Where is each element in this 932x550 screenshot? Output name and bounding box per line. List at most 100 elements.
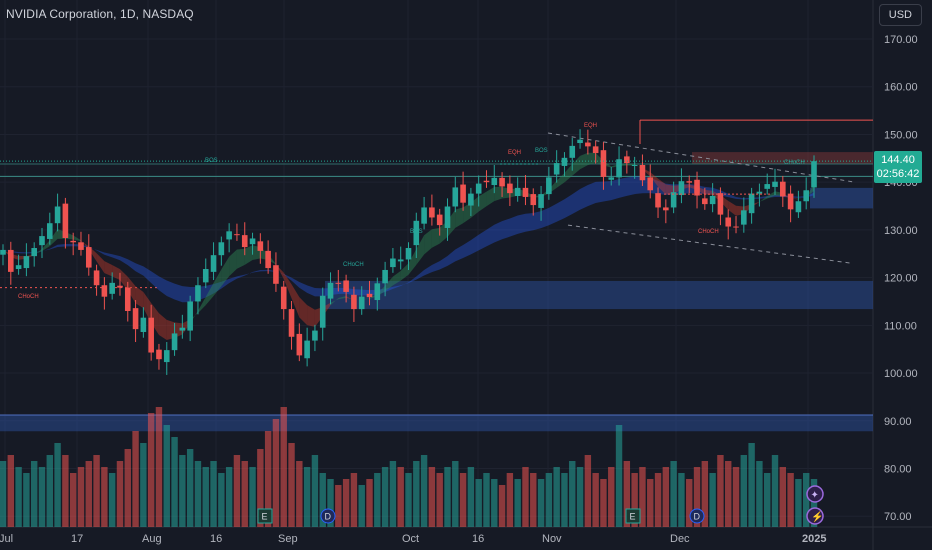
volume-bar [584,455,592,527]
candle-body [803,190,810,202]
volume-bar [272,419,280,527]
candle-body [15,265,22,270]
ema-ribbon-fast [119,269,128,291]
candle-body [413,220,420,246]
ema-ribbon-fast [283,272,292,299]
volume-bar [670,461,677,527]
ema-ribbon-fast [143,291,152,323]
y-tick-label: 110.00 [884,320,917,332]
ema-ribbon-fast [299,297,308,326]
candle-body [717,193,724,215]
structure-label: EQH [584,123,597,129]
candle-body [663,207,669,211]
volume-bar [514,479,521,527]
volume-bar [108,473,116,527]
y-tick-label: 100.00 [884,368,918,380]
volume-bar [803,473,810,527]
candle-body [179,327,186,331]
candle-body [7,249,14,272]
volume-bar [23,473,30,527]
candle-body [748,193,755,214]
volume-bar [686,479,693,527]
volume-bar [155,407,163,527]
ema-ribbon-fast [767,191,776,199]
candle-body [585,142,591,147]
x-tick-label: Oct [402,533,419,545]
volume-bar [436,473,443,527]
candle-body [265,250,271,269]
volume-bar [366,479,373,527]
candle-body [616,159,622,178]
volume-bar [709,473,716,527]
volume-bar [725,461,732,527]
volume-bar [600,479,607,527]
candle-body [756,191,763,194]
candle-body [631,164,638,166]
candle-body [343,280,349,292]
volume-bar [740,455,748,527]
ema-ribbon-fast [34,248,42,256]
volume-bar [615,425,623,527]
candle-body [273,265,279,284]
ema-ribbon-fast [385,276,393,292]
candle-body [639,164,646,181]
ema-ribbon-fast [408,249,417,275]
candle-body [101,285,108,297]
candle-body [23,256,30,269]
ema-ribbon-fast [244,245,253,265]
ema-ribbon-fast [346,295,354,301]
volume-bar [771,455,779,527]
y-tick-label: 120.00 [884,273,918,285]
candle-body [429,207,435,218]
ema-ribbon-fast [229,249,237,277]
volume-bar [787,473,794,527]
y-tick-label: 90.00 [884,416,912,428]
candle-body [421,207,427,224]
y-tick-label: 130.00 [884,225,918,237]
candle-body [670,192,677,208]
volume-bar [0,461,7,527]
earnings-icon [625,508,641,524]
volume-bar [77,467,85,527]
volume-bar [452,461,459,527]
currency-button[interactable]: USD [878,4,922,26]
candle-body [397,259,404,262]
volume-bar [179,455,186,527]
volume-bar [662,467,670,527]
candle-body [163,350,170,363]
structure-label: BOS [535,148,548,154]
candle-body [546,177,552,195]
volume-bar [241,461,248,527]
ema-ribbon-fast [392,270,401,286]
volume-bar [62,455,69,527]
volume-bar [717,455,724,527]
volume-bar [233,455,241,527]
ema-ribbon-fast [564,163,573,183]
last-price-value: 144.40 [881,154,915,166]
ema-ribbon-fast [431,227,440,248]
volume-bar [795,479,802,527]
volume-bar [374,473,381,527]
candle-body [694,179,700,196]
y-tick-label: 170.00 [884,34,918,46]
candle-body [226,231,232,240]
volume-bar [257,449,264,527]
volume-bar [389,461,397,527]
candle-body [156,349,162,360]
candle-body [795,201,802,213]
volume-bar [147,413,155,527]
ema-ribbon-fast [759,196,768,203]
event-marker-label: D [325,512,332,522]
candle-body [405,248,412,260]
volume-bar [522,467,529,527]
candle-body [280,286,287,310]
volume-bar [93,455,100,527]
y-tick-label: 160.00 [884,82,918,94]
candle-body [140,317,147,333]
y-tick-label: 70.00 [884,511,912,523]
volume-bar [701,461,709,527]
volume-bar [506,473,514,527]
ema-ribbon-fast [49,228,58,247]
